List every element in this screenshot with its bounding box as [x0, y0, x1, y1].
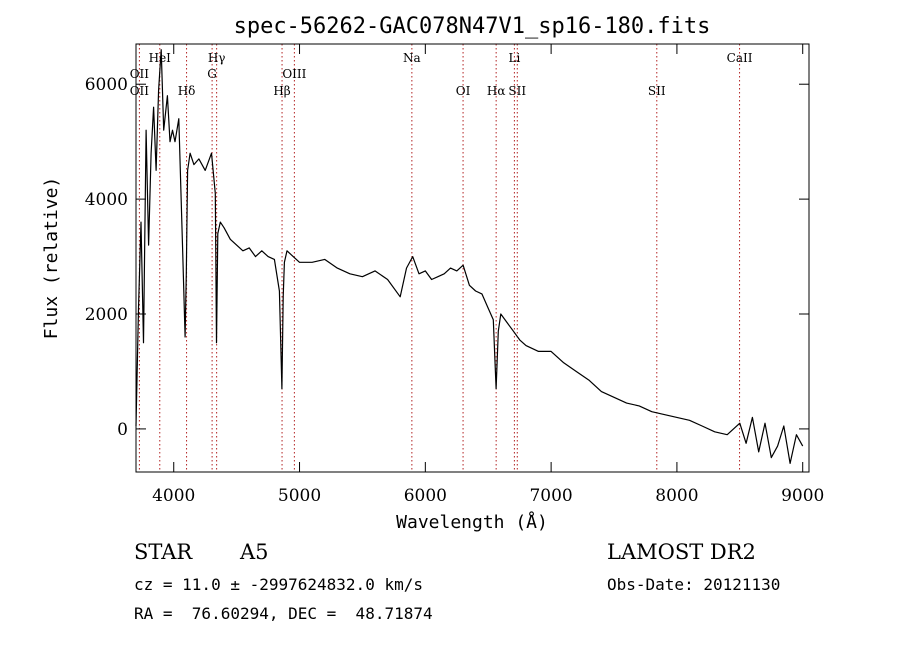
spectral-line-label: CaII: [727, 51, 753, 65]
x-tick-label: 8000: [655, 486, 698, 506]
spectral-line-label: Hα: [487, 84, 506, 98]
spectral-line-label: Hδ: [178, 84, 196, 98]
spectral-line-label: OII: [130, 84, 150, 98]
x-axis-label: Wavelength (Å): [396, 511, 548, 533]
y-axis-label: Flux (relative): [41, 177, 62, 340]
y-tick-label: 4000: [85, 190, 128, 210]
spectral-line-label: OI: [456, 84, 471, 98]
spectral-line-label: HeI: [149, 51, 172, 65]
survey-label: LAMOST DR2: [607, 540, 756, 564]
spectral-line-markers: [138, 44, 741, 472]
y-tick-label: 0: [117, 420, 128, 440]
spectral-line-label: SII: [508, 84, 526, 98]
plot-frame: [135, 43, 810, 473]
spectral-line-label: Li: [508, 51, 520, 65]
y-axis-ticks: 0 2000 4000 6000: [85, 75, 809, 440]
object-class: STAR: [134, 540, 193, 564]
spectral-line-label: Na: [403, 51, 421, 65]
spectral-line-labels: OII OII HeI Hδ Hγ G Hβ OIII Na OI Hα Li SII SII CaII: [130, 51, 753, 98]
spectral-line-label: Hβ: [273, 84, 290, 98]
spectral-line-label: OIII: [282, 67, 306, 81]
radec-line: RA = 76.60294, DEC = 48.71874: [134, 604, 433, 623]
x-tick-label: 6000: [404, 486, 447, 506]
y-tick-label: 2000: [85, 305, 128, 325]
x-axis-ticks: 4000 5000 6000 7000 8000 9000: [152, 44, 824, 506]
y-tick-label: 6000: [85, 75, 128, 95]
spectrum-series-line: [135, 49, 804, 464]
x-tick-label: 9000: [781, 486, 824, 506]
obs-date: Obs-Date: 20121130: [607, 575, 781, 594]
spectral-line-label: SII: [648, 84, 666, 98]
spectral-line-label: Hγ: [208, 51, 226, 65]
chart-title: spec-56262-GAC078N47V1_sp16-180.fits: [234, 14, 711, 39]
redshift-line: cz = 11.0 ± -2997624832.0 km/s: [134, 575, 423, 594]
spectral-line-label: OII: [130, 67, 150, 81]
spectral-line-label: G: [207, 67, 217, 81]
x-tick-label: 7000: [529, 486, 572, 506]
x-tick-label: 4000: [152, 486, 195, 506]
x-tick-label: 5000: [278, 486, 321, 506]
object-subclass: A5: [240, 540, 269, 564]
